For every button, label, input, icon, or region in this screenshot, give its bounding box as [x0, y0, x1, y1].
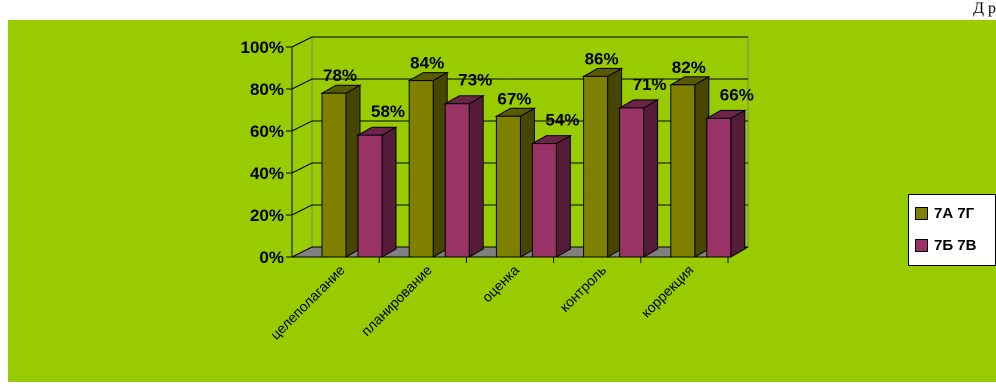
- legend-item-series-1: 7А 7Г: [915, 205, 974, 222]
- legend-swatch-series-1: [915, 207, 928, 220]
- bar-side: [730, 109, 746, 258]
- legend: 7А 7Г 7Б 7В: [908, 194, 996, 266]
- x-tick-label: целеполагание: [267, 262, 348, 343]
- gridline-side: [291, 120, 313, 132]
- page-corner-text: Д р: [973, 0, 996, 17]
- x-tick-label: контроль: [556, 262, 609, 315]
- data-label: 71%: [633, 75, 667, 94]
- gridline-side: [291, 78, 313, 90]
- data-label: 58%: [371, 102, 405, 121]
- gridline-side: [291, 36, 313, 48]
- bar: [408, 80, 434, 258]
- data-label: 66%: [720, 85, 754, 104]
- bar: [495, 115, 521, 258]
- data-label: 78%: [323, 66, 357, 85]
- bar: [670, 84, 696, 258]
- legend-item-series-2: 7Б 7В: [915, 237, 976, 254]
- bar-side: [555, 134, 571, 258]
- data-label: 84%: [410, 54, 444, 73]
- x-tick-label: планирование: [358, 262, 435, 339]
- y-tick-label: 60%: [250, 122, 284, 141]
- x-tick-label: оценка: [479, 262, 523, 306]
- data-label: 86%: [585, 49, 619, 68]
- bar-side: [381, 126, 397, 258]
- y-tick-label: 20%: [250, 206, 284, 225]
- y-tick-label: 100%: [241, 38, 284, 57]
- bar: [619, 107, 645, 258]
- bar: [583, 75, 609, 258]
- bar: [444, 103, 470, 258]
- gridline-side: [291, 162, 313, 174]
- data-label: 82%: [672, 58, 706, 77]
- side-wall: [291, 36, 313, 258]
- bar-side: [468, 94, 484, 258]
- bar: [531, 143, 557, 258]
- bar: [357, 134, 383, 258]
- bar: [321, 92, 347, 258]
- bar: [706, 117, 732, 258]
- x-tick-label: коррекция: [638, 262, 697, 321]
- bar-side: [643, 99, 659, 258]
- legend-swatch-series-2: [915, 239, 928, 252]
- y-tick-label: 80%: [250, 80, 284, 99]
- y-tick-label: 0%: [259, 248, 284, 267]
- data-label: 67%: [497, 89, 531, 108]
- gridline-side: [291, 204, 313, 216]
- y-tick-label: 40%: [250, 164, 284, 183]
- legend-label-series-1: 7А 7Г: [934, 205, 975, 222]
- data-label: 73%: [458, 71, 492, 90]
- legend-label-series-2: 7Б 7В: [934, 237, 977, 254]
- data-label: 54%: [545, 111, 579, 130]
